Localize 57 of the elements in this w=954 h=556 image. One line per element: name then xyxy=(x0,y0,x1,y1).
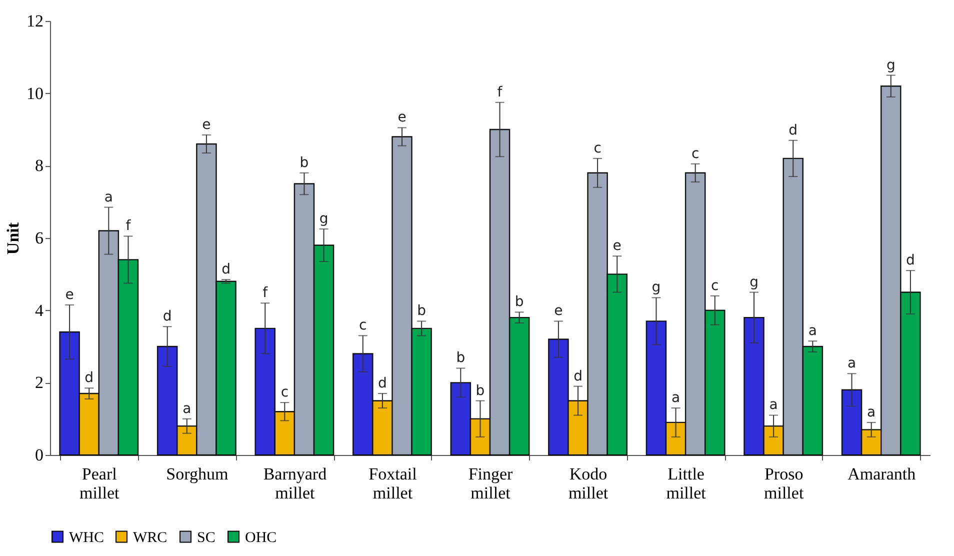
data-label: b xyxy=(514,294,524,310)
data-label: e xyxy=(202,116,211,133)
data-label: b xyxy=(456,350,466,366)
y-tick-label: 6 xyxy=(35,228,44,248)
data-label: d xyxy=(84,370,94,386)
data-label: g xyxy=(652,280,661,296)
x-tick-label: Kodo millet xyxy=(568,464,608,502)
x-tick-label: Finger millet xyxy=(468,464,514,502)
data-label: f xyxy=(262,285,269,302)
data-label: g xyxy=(750,274,758,290)
data-label: a xyxy=(867,404,876,420)
data-label: b xyxy=(476,382,485,399)
legend-label: WRC xyxy=(133,530,168,546)
data-label: g xyxy=(319,210,328,227)
data-label: a xyxy=(104,189,113,206)
data-label: d xyxy=(906,252,915,269)
data-label: e xyxy=(554,303,563,320)
data-label: a xyxy=(182,400,192,417)
data-label: f xyxy=(126,218,132,234)
data-label: a xyxy=(847,356,856,372)
data-label: c xyxy=(711,278,719,294)
data-label: c xyxy=(359,318,367,334)
data-label: d xyxy=(222,262,230,278)
data-label: c xyxy=(594,140,602,156)
x-tick-label: Pearl millet xyxy=(80,464,120,502)
data-label: c xyxy=(691,146,700,162)
data-label: b xyxy=(417,303,426,320)
data-label: c xyxy=(280,384,289,401)
data-label: b xyxy=(300,154,309,171)
y-tick-label: 10 xyxy=(26,84,44,103)
data-label: e xyxy=(65,286,74,303)
data-label: d xyxy=(162,308,172,325)
data-label: e xyxy=(612,238,622,254)
x-tick-label: Foxtail millet xyxy=(368,464,418,502)
data-label: d xyxy=(574,368,582,384)
x-tick-label: Proso millet xyxy=(764,464,804,502)
legend-label: OHC xyxy=(245,530,277,546)
legend-label: SC xyxy=(197,530,216,546)
y-tick-label: 4 xyxy=(35,300,44,320)
y-axis-title: Unit xyxy=(4,222,22,255)
data-label: d xyxy=(378,376,387,392)
data-label: a xyxy=(671,390,680,406)
legend-label: WHC xyxy=(69,530,104,546)
data-label: f xyxy=(497,84,504,100)
x-tick-label: Sorghum xyxy=(166,464,228,484)
y-tick-label: 8 xyxy=(35,156,44,176)
y-tick-label: 0 xyxy=(35,446,44,464)
x-tick-label: Barnyard millet xyxy=(263,464,328,502)
x-tick-label: Amaranth xyxy=(848,464,916,484)
data-label: a xyxy=(769,397,778,414)
data-label: e xyxy=(398,110,406,126)
y-tick-label: 2 xyxy=(35,373,44,392)
x-tick-label: Little millet xyxy=(666,464,706,502)
data-label: d xyxy=(788,122,798,138)
data-label: g xyxy=(886,57,896,74)
data-label: a xyxy=(808,323,817,340)
y-tick-label: 12 xyxy=(26,12,44,30)
